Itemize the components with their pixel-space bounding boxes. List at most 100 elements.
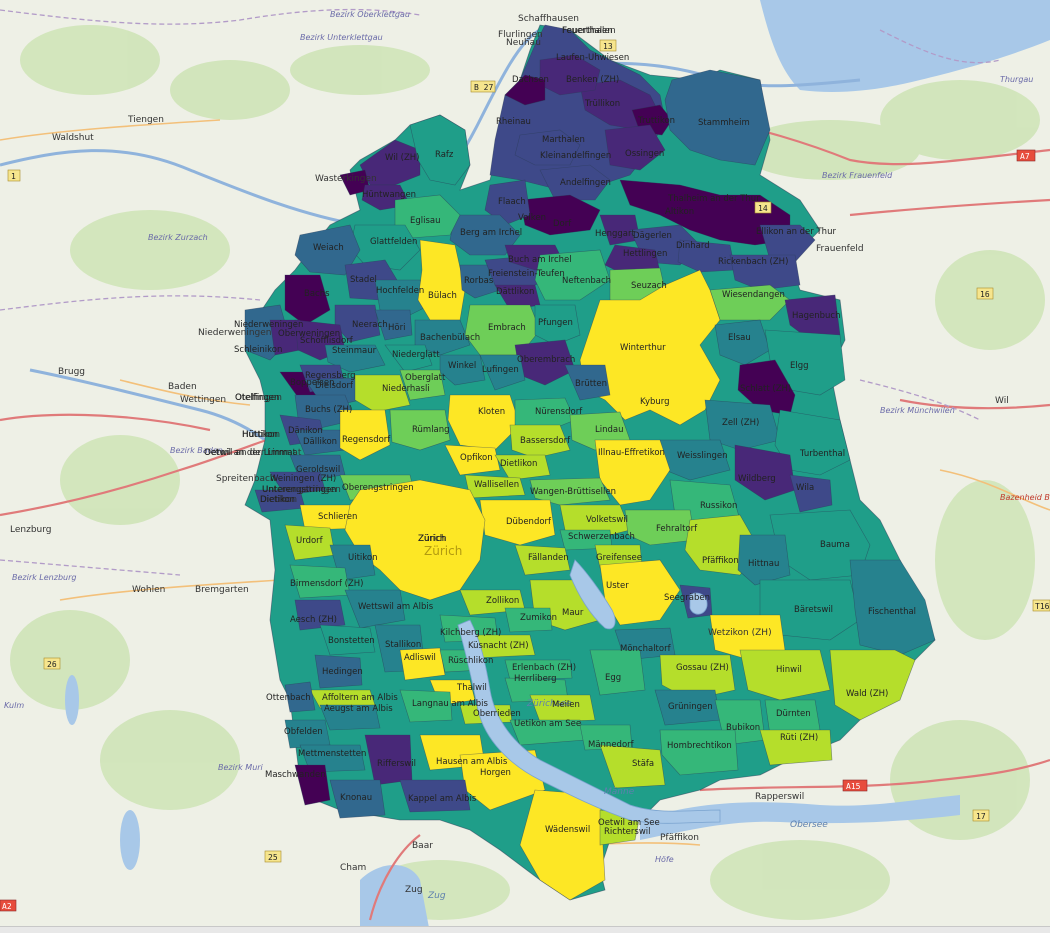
place-flurlingen: Flurlingen: [498, 30, 543, 40]
municipality-label-affoltern: Affoltern am Albis: [322, 693, 398, 703]
municipality-label-rifferswil: Rifferswil: [377, 759, 416, 769]
municipality-label-rorbas: Rorbas: [464, 276, 494, 286]
muni-dinhard: [677, 239, 736, 273]
municipality-label-freienstein: Freienstein-Teufen: [488, 269, 565, 279]
municipality-label-schoefflisdorf: Schöfflisdorf: [300, 336, 354, 346]
place-pfaeffikon: Pfäffikon: [660, 833, 699, 843]
municipality-label-baeretswil: Bäretswil: [794, 605, 833, 615]
municipality-label-regensdorf: Regensdorf: [342, 435, 391, 445]
municipality-label-kloten: Kloten: [478, 407, 505, 417]
muni-staefa: [599, 744, 666, 789]
region-label: Bezirk Oberklettgau: [330, 10, 410, 19]
municipality-label-daenikon: Dänikon: [288, 426, 323, 436]
municipality-label-meilen: Meilen: [552, 700, 580, 710]
muni-elsau: [714, 319, 771, 366]
muni-winkel: [439, 354, 486, 386]
municipality-label-steinmaur: Steinmaur: [332, 346, 377, 356]
municipality-label-feuerthalen: Feuerthalen: [562, 26, 613, 36]
muni-fehraltorf: [624, 509, 696, 546]
municipality-label-wildberg: Wildberg: [738, 474, 776, 484]
place-wettingen: Wettingen: [180, 395, 226, 405]
muni-maschwanden: [294, 764, 331, 806]
municipality-label-zumikon: Zumikon: [520, 613, 557, 623]
municipality-label-hittnau: Hittnau: [748, 559, 779, 569]
municipality-label-glattfelden: Glattfelden: [370, 237, 417, 247]
place-wil: Wil: [995, 396, 1009, 406]
muni-wettswil: [344, 589, 406, 629]
municipality-label-waedenswil: Wädenswil: [545, 825, 590, 835]
municipality-label-neerach: Neerach: [352, 320, 388, 330]
municipality-label-hochfelden: Hochfelden: [376, 286, 424, 296]
municipality-label-langnau: Langnau am Albis: [412, 699, 489, 709]
municipality-label-lufingen: Lufingen: [482, 365, 519, 375]
municipality-label-uetikon: Uetikon am See: [514, 719, 581, 729]
municipality-label-embrach: Embrach: [488, 323, 526, 333]
municipality-label-eglisau: Eglisau: [410, 216, 441, 226]
muni-wila: [789, 474, 833, 513]
municipality-label-rueti: Rüti (ZH): [780, 733, 818, 743]
municipality-label-winterthur: Winterthur: [620, 343, 666, 353]
municipality-label-dinhard: Dinhard: [676, 241, 710, 251]
municipality-label-hagenbuch: Hagenbuch: [792, 311, 840, 321]
municipality-label-gruenigen: Grüningen: [668, 702, 713, 712]
municipality-label-ellikon: Ellikon an der Thur: [756, 227, 836, 237]
place-cham: Cham: [340, 863, 366, 873]
municipality-label-winkel: Winkel: [448, 361, 476, 371]
municipality-label-schwerzenbach: Schwerzenbach: [568, 532, 635, 542]
muni-neftenbach: [534, 249, 611, 301]
muni-andelfingen: [539, 164, 611, 201]
municipality-label-buch: Buch am Irchel: [508, 255, 572, 265]
municipality-label-truellikon: Trüllikon: [584, 99, 620, 109]
road-shield: 13: [603, 42, 613, 51]
place-kulm: Kulm: [4, 701, 24, 710]
muni-knonau: [329, 779, 386, 819]
muni-berg: [449, 214, 521, 256]
muni-volken: [519, 194, 601, 236]
region-labels: Bezirk Oberklettgau Bezirk Unterklettgau…: [12, 10, 1050, 772]
municipality-label-oberengstringen: Oberengstringen: [342, 483, 414, 493]
muni-bassersdorf: [509, 424, 571, 459]
region-label: Bezirk Zurzach: [148, 233, 208, 242]
lake-obersee-label: Obersee: [790, 820, 828, 830]
municipality-label-opfikon: Opfikon: [460, 453, 493, 463]
municipality-label-turbenthal: Turbenthal: [799, 449, 845, 459]
municipality-label-horgen: Horgen: [480, 768, 511, 778]
municipality-label-uitikon: Uitikon: [348, 553, 377, 563]
municipality-label-aeugst: Aeugst am Albis: [324, 704, 393, 714]
place-thurgau: Thurgau: [1000, 75, 1033, 84]
municipality-label-hedingen: Hedingen: [322, 667, 363, 677]
place-maennedorf-ghost: Männe: [604, 787, 635, 797]
municipality-label-hettlingen: Hettlingen: [623, 249, 667, 259]
municipality-label-duernten: Dürnten: [776, 709, 811, 719]
municipality-label-nuerensdorf: Nürensdorf: [535, 407, 583, 417]
road-shield: 16: [980, 290, 990, 299]
municipality-label-zell: Zell (ZH): [722, 418, 759, 428]
municipality-label-maur: Maur: [562, 608, 584, 618]
municipality-label-weisslingen: Weisslingen: [677, 451, 727, 461]
muni-bachs: [284, 274, 331, 326]
municipality-label-oberembrach: Oberembrach: [517, 355, 575, 365]
place-unterengstringen: Unterengstringen: [262, 485, 341, 495]
municipality-label-wil: Wil (ZH): [385, 153, 420, 163]
muni-bonstetten: [319, 624, 376, 656]
muni-erlenbach: [504, 659, 573, 681]
muni-neerach: [334, 304, 381, 343]
municipality-label-kuesnacht: Küsnacht (ZH): [468, 641, 529, 651]
place-wasterkingen: Wasterkingen: [315, 174, 377, 184]
municipality-label-ottenbach: Ottenbach: [266, 693, 311, 703]
municipality-label-egg: Egg: [605, 673, 621, 683]
municipality-label-elsau: Elsau: [728, 333, 751, 343]
muni-weiningen: [269, 471, 326, 496]
muni-niederglatt: [384, 344, 433, 373]
muni-zell: [704, 399, 781, 451]
road-shield: A15: [846, 782, 861, 791]
municipality-label-marthalen: Marthalen: [542, 135, 585, 145]
muni-meilen: [529, 694, 596, 723]
municipality-label-faellanden: Fällanden: [528, 553, 569, 563]
municipality-label-oberweningen: Oberweningen: [278, 329, 340, 339]
forest-areas: [10, 25, 1045, 920]
region-label: Bezirk Baden: [170, 446, 223, 455]
municipality-label-dietikon: Dietikon: [260, 495, 295, 505]
